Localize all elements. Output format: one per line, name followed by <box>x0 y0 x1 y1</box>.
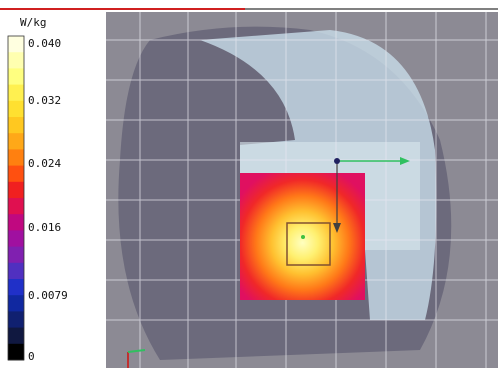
colorbar-segment <box>8 214 24 231</box>
colorbar-segment <box>8 133 24 150</box>
colorbar-label: 0.040 <box>28 37 61 50</box>
colorbar-label: 0 <box>28 350 35 363</box>
colorbar-segment <box>8 279 24 296</box>
colorbar-segment <box>8 84 24 102</box>
colorbar-frame <box>7 35 25 361</box>
colorbar-segment <box>8 68 24 86</box>
colorbar-segment <box>8 52 24 69</box>
colorbar-segment <box>8 165 24 183</box>
colorbar-label: 0.032 <box>28 94 61 107</box>
colorbar-segment <box>8 295 24 312</box>
colorbar-segment <box>8 327 24 345</box>
colorbar-segment <box>8 262 24 280</box>
probe-point <box>301 235 305 239</box>
corner-axis <box>127 349 146 353</box>
colorbar: 0.040 0.032 0.024 0.016 0.0079 0 <box>7 35 68 363</box>
colorbar-segment <box>8 311 24 329</box>
colorbar-segment <box>8 117 24 134</box>
3d-view <box>106 12 498 368</box>
colorbar-label: 0.0079 <box>28 289 68 302</box>
colorbar-segment <box>8 198 24 215</box>
arrow-head <box>333 223 341 233</box>
colorbar-label: 0.024 <box>28 157 61 170</box>
probe-box <box>286 222 331 266</box>
colorbar-segment <box>8 181 24 199</box>
colorbar-segment <box>8 230 24 248</box>
origin-point <box>334 158 340 164</box>
colorbar-segment <box>8 343 24 361</box>
colorbar-segment <box>8 149 24 167</box>
colorbar-segment <box>8 36 24 53</box>
colorbar-segment <box>8 246 24 264</box>
arrow-head <box>400 157 410 165</box>
grid <box>106 12 498 368</box>
colorbar-label: 0.016 <box>28 221 61 234</box>
colorbar-unit: W/kg <box>20 16 47 29</box>
colorbar-segment <box>8 100 24 118</box>
